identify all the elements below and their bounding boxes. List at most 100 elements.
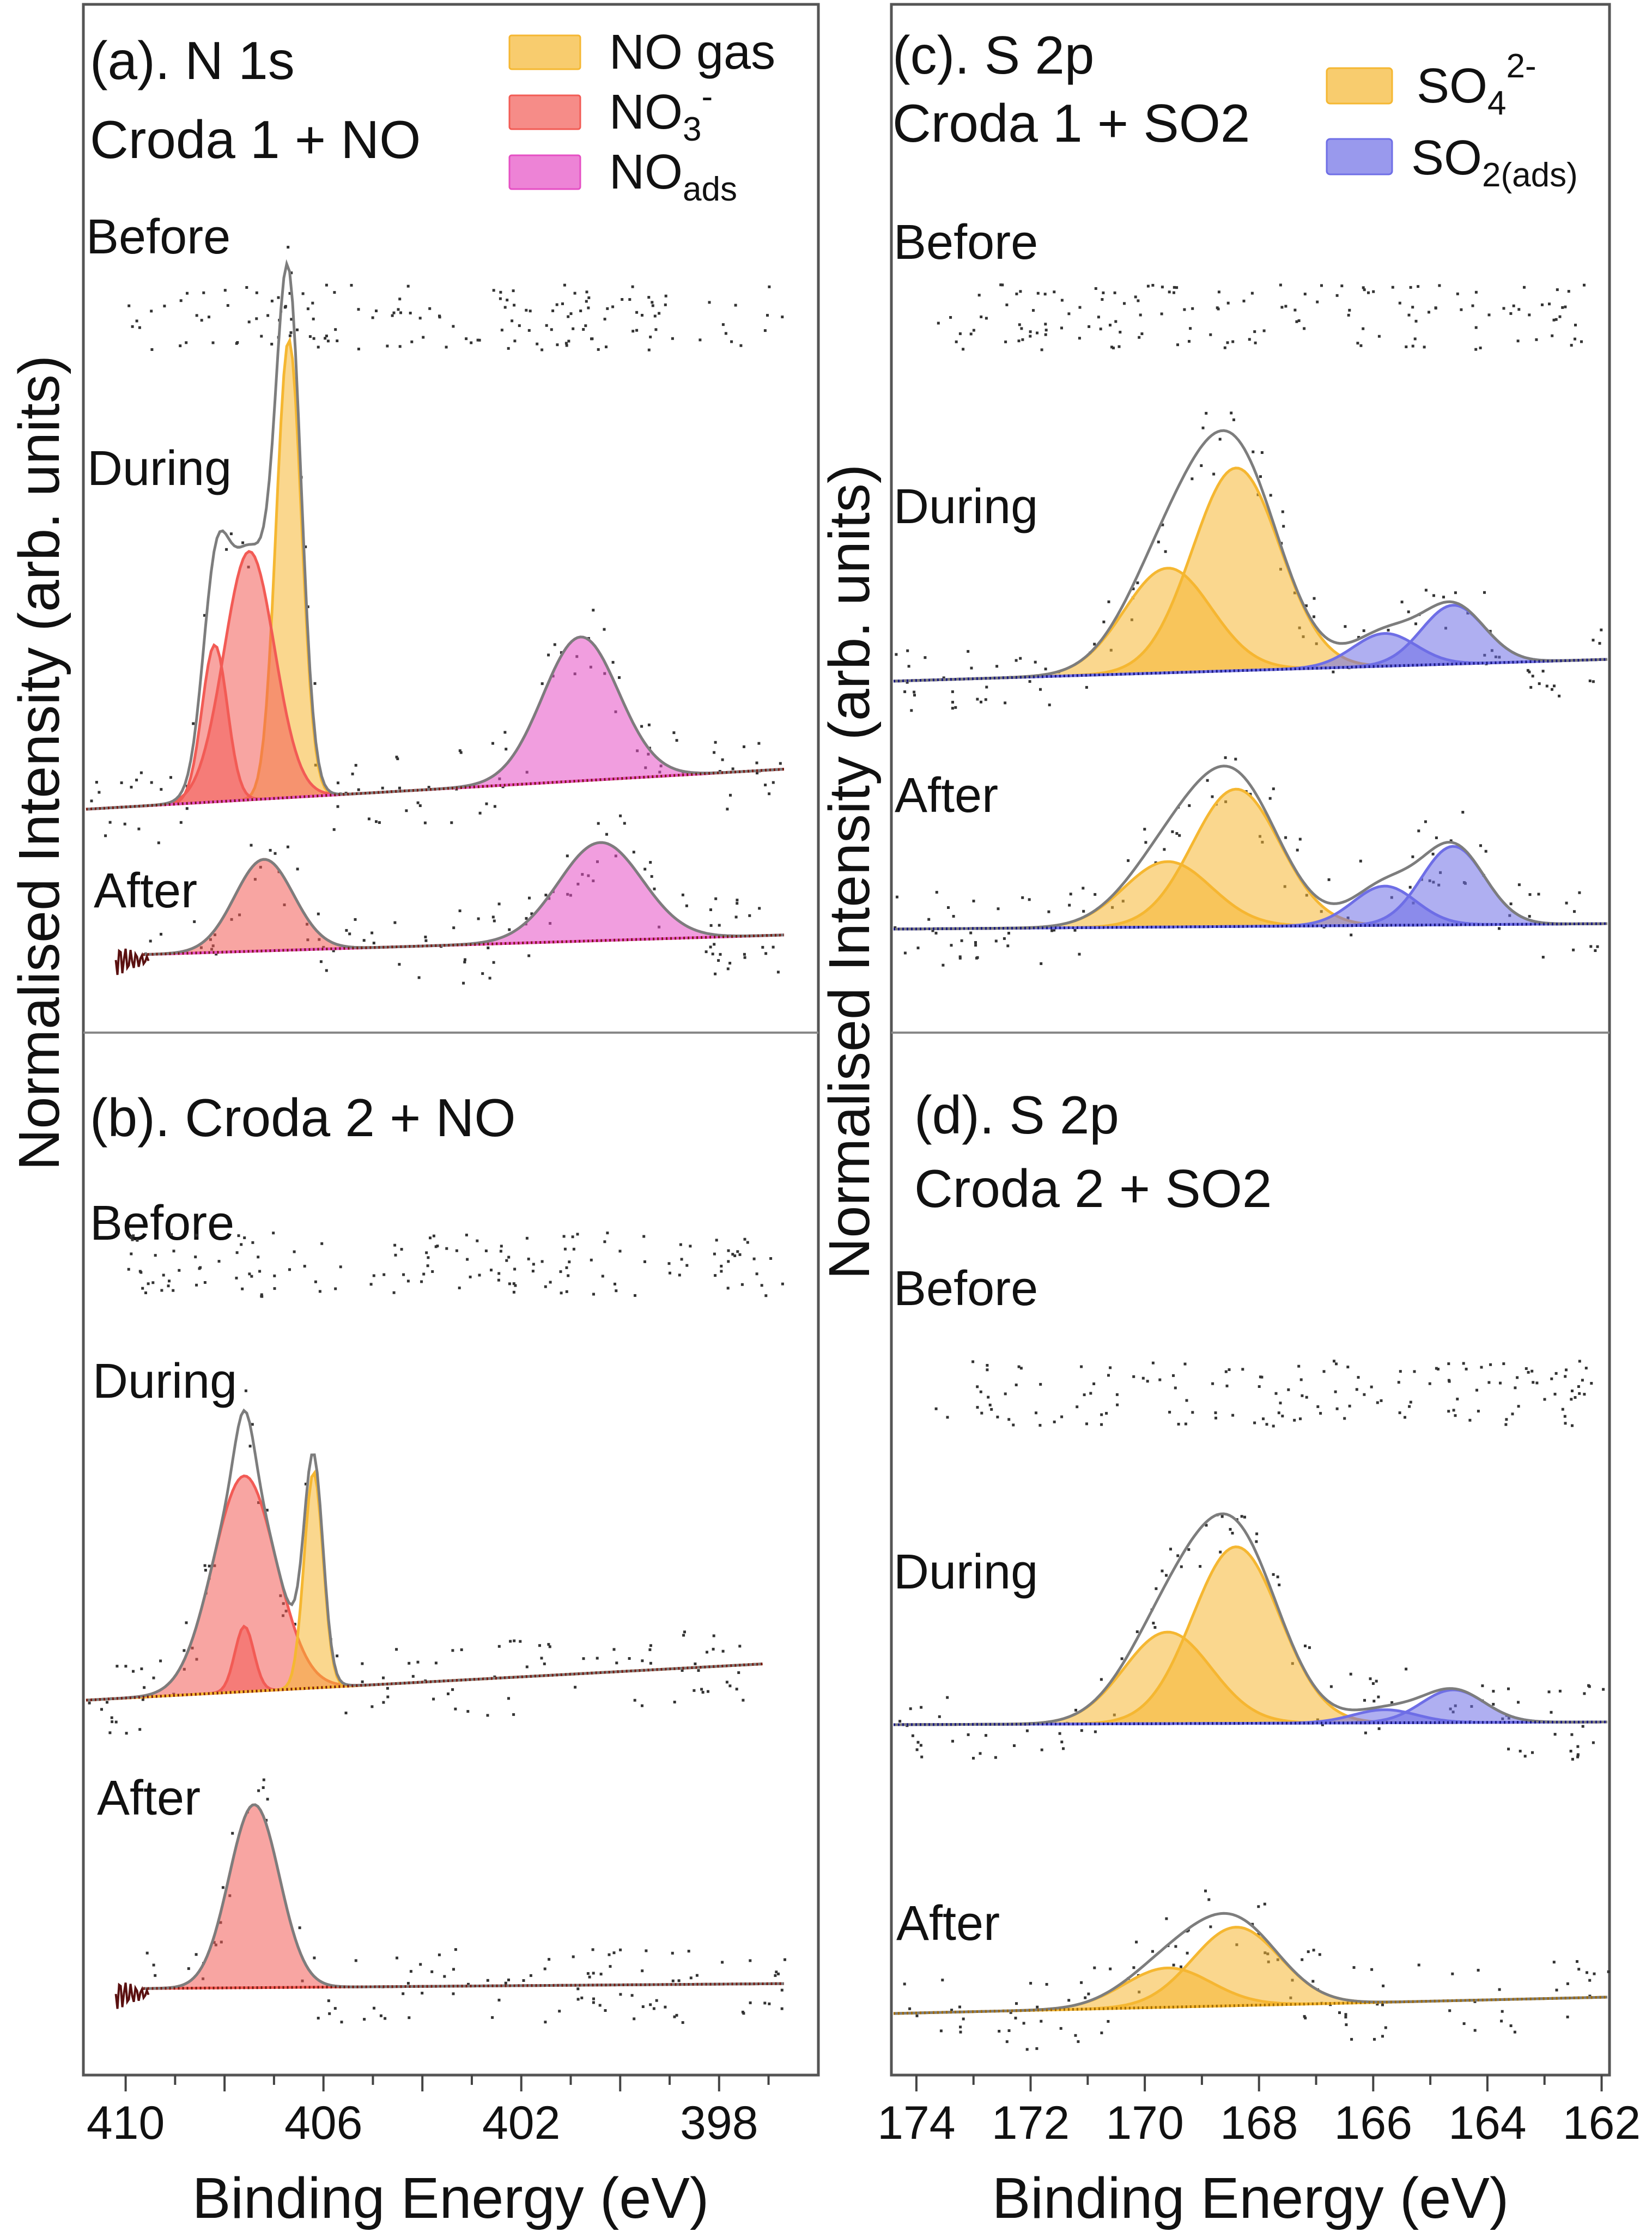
data-point [1034,660,1037,664]
data-point [485,802,488,805]
data-point [680,1258,683,1261]
data-point [396,1956,398,1960]
data-point [1514,1386,1517,1390]
data-point [192,722,195,725]
data-point [1362,629,1365,632]
data-point [493,919,496,923]
data-point [550,328,553,331]
data-point [434,1245,438,1248]
data-point [1268,797,1272,800]
data-point [1468,1418,1472,1422]
data-point [1257,1905,1260,1908]
data-point [531,1270,535,1273]
data-point [235,1251,239,1254]
data-point [1417,285,1420,288]
trace-label-b-after: After [97,1771,201,1825]
data-point [737,1671,740,1674]
data-point [1571,1424,1574,1427]
trace-label-c-during: During [894,480,1038,534]
data-point [465,337,468,341]
trace-label-c-after: After [895,768,998,823]
data-point [130,786,133,789]
data-point [903,1982,906,1986]
data-point [419,1963,422,1966]
x-tick-label: 172 [992,2097,1070,2149]
data-point [937,322,940,325]
data-point [528,896,531,900]
data-point [1382,1984,1385,1987]
data-point [1040,348,1043,351]
data-point [1447,1410,1450,1413]
data-point [458,909,461,912]
data-point [1044,668,1047,671]
data-point [645,1949,648,1952]
data-point [1509,902,1513,906]
data-point [1074,1708,1077,1712]
data-point [739,344,743,347]
data-point [573,292,576,295]
data-point [1558,315,1562,318]
data-point [1424,820,1427,823]
data-point [1039,1382,1042,1386]
data-point [701,1691,704,1694]
data-point [1399,1370,1402,1373]
data-point [910,709,913,712]
data-point [1250,292,1254,295]
data-point [1474,326,1478,329]
data-point [614,1282,616,1285]
data-point [1161,523,1164,526]
data-point [1186,1951,1189,1955]
data-point [1180,1965,1182,1968]
data-point [1099,327,1102,331]
data-point [913,694,916,697]
data-point [497,1998,501,2002]
data-point [628,1657,631,1660]
data-point [714,972,717,975]
data-point [643,1260,646,1263]
data-point [1175,286,1179,289]
data-point [1541,956,1545,959]
panel-a-spectra [86,246,785,985]
data-point [1248,338,1251,341]
data-point [1272,1424,1275,1428]
data-point [1078,953,1081,956]
data-point [1045,1983,1048,1986]
data-point [124,1665,127,1668]
data-point [1100,2031,1103,2035]
data-point [597,348,600,351]
data-point [183,1649,186,1652]
data-point [1100,1423,1103,1426]
data-point [1381,2003,1384,2006]
data-point [1254,341,1257,344]
data-point [1157,541,1160,544]
data-point [1565,901,1568,905]
data-point [1578,1392,1581,1395]
data-point [1226,341,1229,344]
data-point [1384,2026,1387,2029]
data-point [1334,1390,1337,1393]
data-point [1299,1417,1302,1421]
data-point [1355,1388,1358,1391]
data-point [990,1408,993,1411]
data-point [728,1684,732,1688]
data-point [1115,1393,1119,1396]
data-point [160,932,162,936]
data-point [1329,1685,1333,1688]
data-point [1139,313,1142,317]
data-point [1528,915,1531,918]
data-point [361,1662,364,1665]
data-point [540,1260,544,1263]
data-point [547,1643,550,1646]
data-point [424,936,427,938]
data-point [733,1254,737,1257]
data-point [397,308,400,311]
data-point [726,967,730,971]
data-point [1417,829,1420,833]
data-point [713,751,716,754]
data-point [1053,290,1056,294]
data-point [1517,1701,1520,1704]
data-point [934,931,938,935]
data-point [540,1657,543,1660]
envelope-fit [143,1803,784,1990]
data-point [168,1279,171,1283]
